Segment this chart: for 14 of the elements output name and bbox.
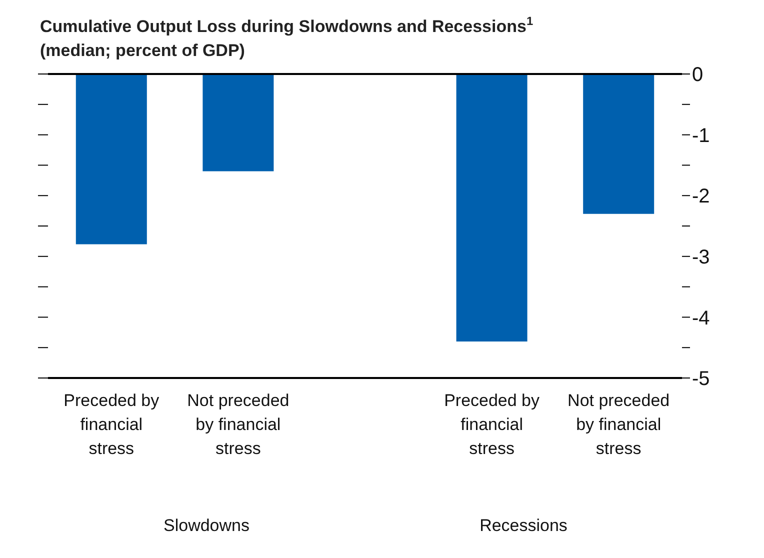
x-tick-label: Not preceded by financial stress	[568, 391, 670, 458]
x-tick-label: Not preceded by financial stress	[187, 391, 290, 458]
y-tick-label: -3	[692, 246, 710, 268]
y-tick-label: -5	[692, 368, 710, 390]
y-tick-label: -2	[692, 186, 710, 208]
chart-subtitle: (median; percent of GDP)	[40, 41, 245, 60]
text: Slowdowns	[162, 516, 250, 536]
chart-title: Cumulative Output Loss during Slowdowns and Recessions$^{1}$	[40, 14, 534, 36]
text: Recessions	[478, 516, 568, 536]
y-tick-label: -4	[692, 307, 710, 330]
y-tick-label: -1	[692, 124, 710, 147]
x-tick-label: Preceded by financial stress	[64, 391, 160, 458]
x-tick-label: Preceded by financial stress	[444, 391, 540, 458]
y-tick-label: 0	[692, 64, 704, 86]
